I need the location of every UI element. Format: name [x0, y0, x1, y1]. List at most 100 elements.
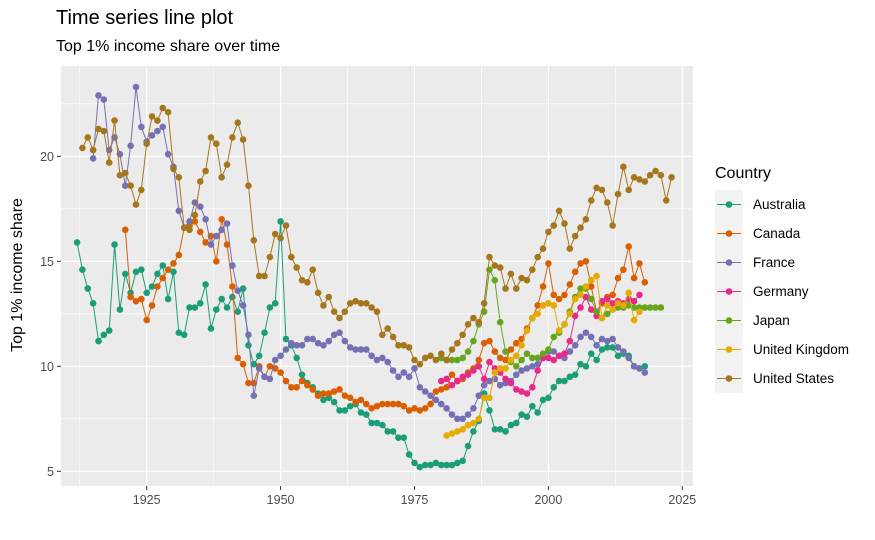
data-point — [604, 310, 611, 318]
data-point — [561, 291, 568, 299]
data-point — [116, 171, 124, 179]
data-point — [470, 428, 477, 435]
data-point — [539, 350, 547, 358]
data-point — [330, 398, 338, 406]
data-point — [448, 356, 456, 364]
chart-title: Time series line plot — [56, 7, 234, 29]
data-point — [191, 304, 199, 311]
data-point — [405, 373, 413, 381]
data-point — [154, 270, 161, 278]
data-point — [346, 344, 354, 351]
data-point — [582, 283, 590, 290]
data-point — [577, 333, 584, 341]
data-point — [325, 390, 333, 397]
data-point — [379, 400, 386, 408]
data-point — [384, 400, 392, 408]
data-point — [539, 396, 547, 404]
data-point — [293, 354, 300, 362]
data-point — [609, 306, 616, 313]
data-point — [395, 342, 402, 349]
data-point — [454, 356, 461, 364]
data-point — [518, 388, 525, 395]
data-point — [138, 123, 145, 131]
y-tick-label: 15 — [40, 255, 54, 269]
data-point — [164, 108, 172, 116]
data-point — [534, 409, 541, 416]
chart-subtitle: Top 1% income share over time — [56, 38, 281, 55]
legend-key-point — [725, 230, 733, 237]
data-point — [234, 287, 242, 295]
data-point — [582, 258, 590, 265]
data-point — [325, 337, 333, 345]
data-point — [491, 426, 499, 433]
data-point — [288, 339, 295, 347]
data-point — [132, 201, 140, 208]
legend-label: Japan — [753, 313, 790, 328]
data-point — [625, 354, 633, 362]
data-point — [84, 134, 92, 141]
data-point — [379, 331, 386, 339]
data-point — [464, 442, 472, 450]
data-point — [587, 306, 595, 313]
data-point — [175, 207, 183, 215]
data-point — [566, 373, 574, 381]
data-point — [668, 174, 675, 181]
data-point — [132, 83, 140, 91]
data-point — [138, 295, 145, 303]
data-point — [395, 400, 402, 408]
data-point — [288, 384, 295, 391]
data-point — [587, 333, 595, 341]
x-tick-label: 1975 — [401, 493, 429, 507]
data-point — [593, 184, 600, 192]
data-point — [534, 253, 541, 261]
data-point — [121, 182, 129, 189]
data-point — [652, 304, 659, 311]
data-point — [604, 302, 611, 309]
data-point — [529, 363, 536, 370]
legend-label: United Kingdom — [753, 342, 849, 357]
data-point — [213, 306, 220, 313]
data-point — [282, 377, 290, 385]
data-point — [389, 367, 397, 374]
data-point — [609, 300, 616, 307]
legend-item: Australia — [715, 190, 806, 219]
data-point — [582, 329, 590, 337]
data-point — [587, 197, 595, 204]
data-point — [159, 274, 167, 282]
data-point — [604, 337, 611, 345]
data-point — [400, 402, 408, 410]
data-point — [507, 379, 515, 387]
data-point — [475, 392, 483, 400]
legend-item: United Kingdom — [715, 335, 849, 364]
data-point — [555, 207, 563, 215]
data-point — [427, 392, 434, 400]
data-point — [277, 369, 284, 376]
data-point — [143, 289, 150, 297]
data-point — [598, 186, 606, 194]
data-point — [454, 459, 461, 467]
legend-key-point — [725, 317, 733, 324]
data-point — [491, 262, 499, 269]
data-point — [432, 388, 440, 395]
legend-key-point — [725, 375, 733, 382]
data-point — [496, 318, 504, 326]
data-point — [266, 363, 274, 370]
data-point — [304, 335, 311, 343]
data-point — [213, 232, 220, 240]
data-point — [207, 134, 215, 141]
data-point — [502, 375, 509, 383]
data-point — [561, 220, 568, 227]
data-point — [202, 239, 209, 246]
data-point — [148, 302, 156, 309]
data-point — [470, 314, 477, 322]
series-united-states — [79, 104, 675, 368]
data-point — [341, 392, 349, 400]
data-point — [304, 279, 311, 286]
data-point — [416, 360, 424, 368]
data-point — [523, 350, 531, 358]
data-point — [480, 381, 488, 389]
data-point — [523, 327, 531, 334]
data-point — [320, 390, 327, 397]
